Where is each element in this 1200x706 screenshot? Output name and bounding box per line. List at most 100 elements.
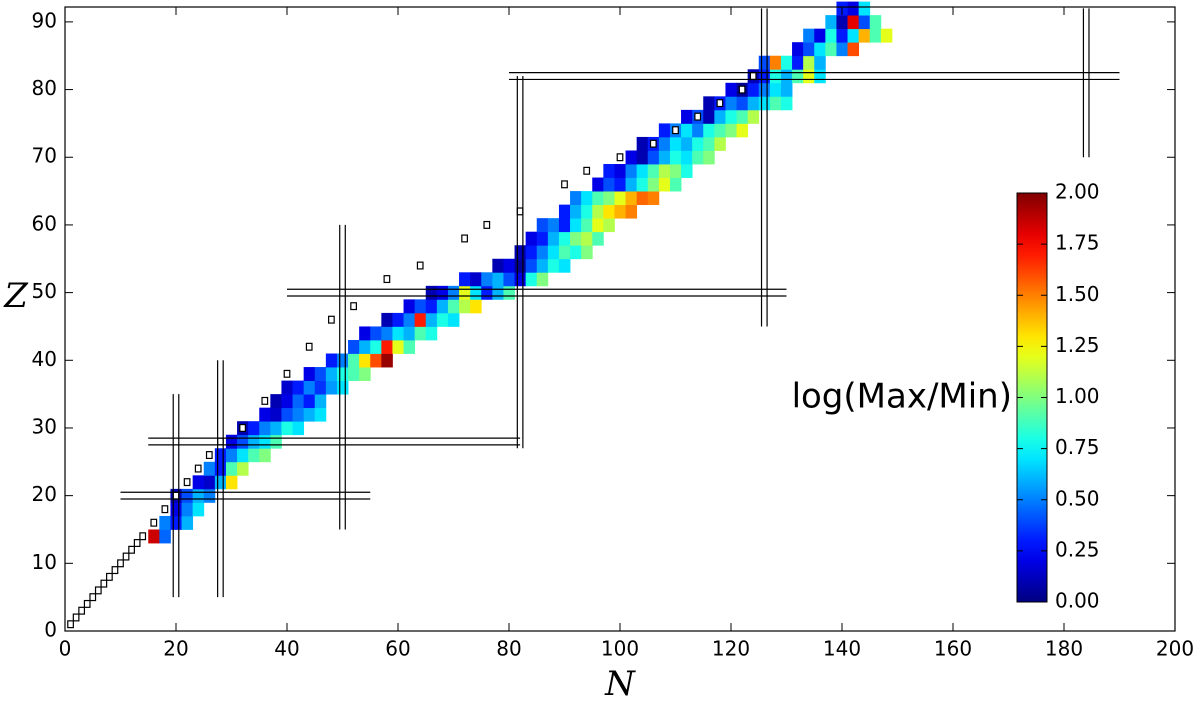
- cell: [714, 136, 726, 151]
- cell: [348, 339, 360, 354]
- cell: [792, 55, 804, 70]
- cell: [758, 55, 771, 70]
- overlay: [67, 8, 1120, 629]
- cell: [270, 394, 282, 409]
- cell: [181, 488, 194, 503]
- cell: [681, 164, 693, 178]
- cell: [570, 191, 582, 206]
- y-tick-label: 60: [32, 211, 57, 235]
- cell: [558, 245, 571, 260]
- colorbar-tick-label: 0.50: [1055, 486, 1100, 510]
- y-tick-label: 30: [32, 414, 57, 438]
- cell: [603, 191, 615, 206]
- cell: [780, 82, 793, 97]
- cell: [769, 55, 782, 70]
- colorbar-tick-label: 1.75: [1055, 231, 1100, 255]
- cell: [681, 150, 693, 165]
- cell: [248, 421, 260, 436]
- nucleus-square: [749, 72, 757, 81]
- cell: [447, 285, 460, 300]
- cell: [803, 28, 815, 43]
- cell: [636, 164, 649, 178]
- nucleus-square: [161, 505, 169, 514]
- nucleus-square: [83, 599, 91, 608]
- cell: [381, 339, 393, 354]
- y-axis-title: Z: [3, 276, 29, 316]
- nucleus-square: [716, 99, 724, 108]
- cell: [836, 42, 848, 57]
- cell: [281, 394, 293, 409]
- cell: [292, 407, 305, 422]
- cell: [825, 42, 837, 57]
- cell: [747, 96, 760, 111]
- nucleus-square: [111, 566, 119, 575]
- cell: [303, 407, 316, 422]
- cell: [636, 136, 649, 151]
- cell: [237, 434, 249, 449]
- x-tick-label: 0: [59, 637, 72, 661]
- cell: [780, 69, 793, 84]
- nucleus-square: [416, 261, 424, 270]
- x-tick-label: 40: [274, 637, 299, 661]
- cell: [403, 326, 416, 341]
- cell: [447, 312, 460, 327]
- cell: [425, 326, 438, 341]
- cell: [847, 42, 860, 57]
- cell: [314, 407, 327, 422]
- cell: [492, 258, 504, 273]
- cell: [359, 367, 371, 381]
- cell: [270, 421, 282, 436]
- cell: [403, 339, 416, 354]
- heatmap: [148, 1, 893, 544]
- cell: [425, 299, 438, 314]
- cell: [359, 339, 371, 354]
- cell: [847, 15, 860, 30]
- cell: [592, 204, 604, 219]
- cell: [747, 82, 760, 97]
- cell: [436, 285, 449, 300]
- cell: [558, 258, 571, 273]
- cell: [525, 272, 538, 287]
- nucleus-square: [694, 112, 702, 121]
- cell: [547, 245, 560, 260]
- cell: [336, 380, 349, 395]
- nucleus-square: [94, 586, 102, 595]
- cell: [525, 245, 538, 260]
- cell: [503, 272, 515, 287]
- cell: [392, 326, 404, 341]
- cell: [614, 204, 626, 219]
- colorbar-tick-label: 2.00: [1055, 180, 1100, 204]
- cell: [814, 42, 826, 57]
- cell: [292, 394, 305, 409]
- cell: [225, 448, 238, 463]
- cell: [181, 515, 194, 530]
- cell: [214, 461, 227, 476]
- cell: [636, 150, 649, 165]
- nucleus-square: [205, 451, 213, 460]
- cell: [414, 326, 427, 341]
- x-tick-label: 120: [712, 637, 750, 661]
- cell: [625, 150, 638, 165]
- cell: [758, 96, 771, 111]
- cell: [681, 109, 693, 124]
- cell: [425, 312, 438, 327]
- cell: [669, 150, 682, 165]
- cell: [381, 353, 393, 368]
- x-tick-label: 140: [823, 637, 861, 661]
- cell: [470, 285, 482, 300]
- cell: [459, 285, 471, 300]
- nucleus-square: [139, 532, 147, 541]
- cell: [536, 245, 549, 260]
- nucleus-square: [122, 552, 130, 561]
- cell: [758, 69, 771, 84]
- cell: [259, 407, 271, 422]
- cell: [570, 204, 582, 219]
- cell: [203, 488, 216, 503]
- cell: [192, 475, 205, 490]
- cell: [547, 218, 560, 233]
- nucleus-square: [461, 234, 468, 243]
- cell: [592, 191, 604, 206]
- cell: [225, 475, 238, 490]
- y-tick-label: 50: [32, 279, 57, 303]
- cell: [636, 177, 649, 192]
